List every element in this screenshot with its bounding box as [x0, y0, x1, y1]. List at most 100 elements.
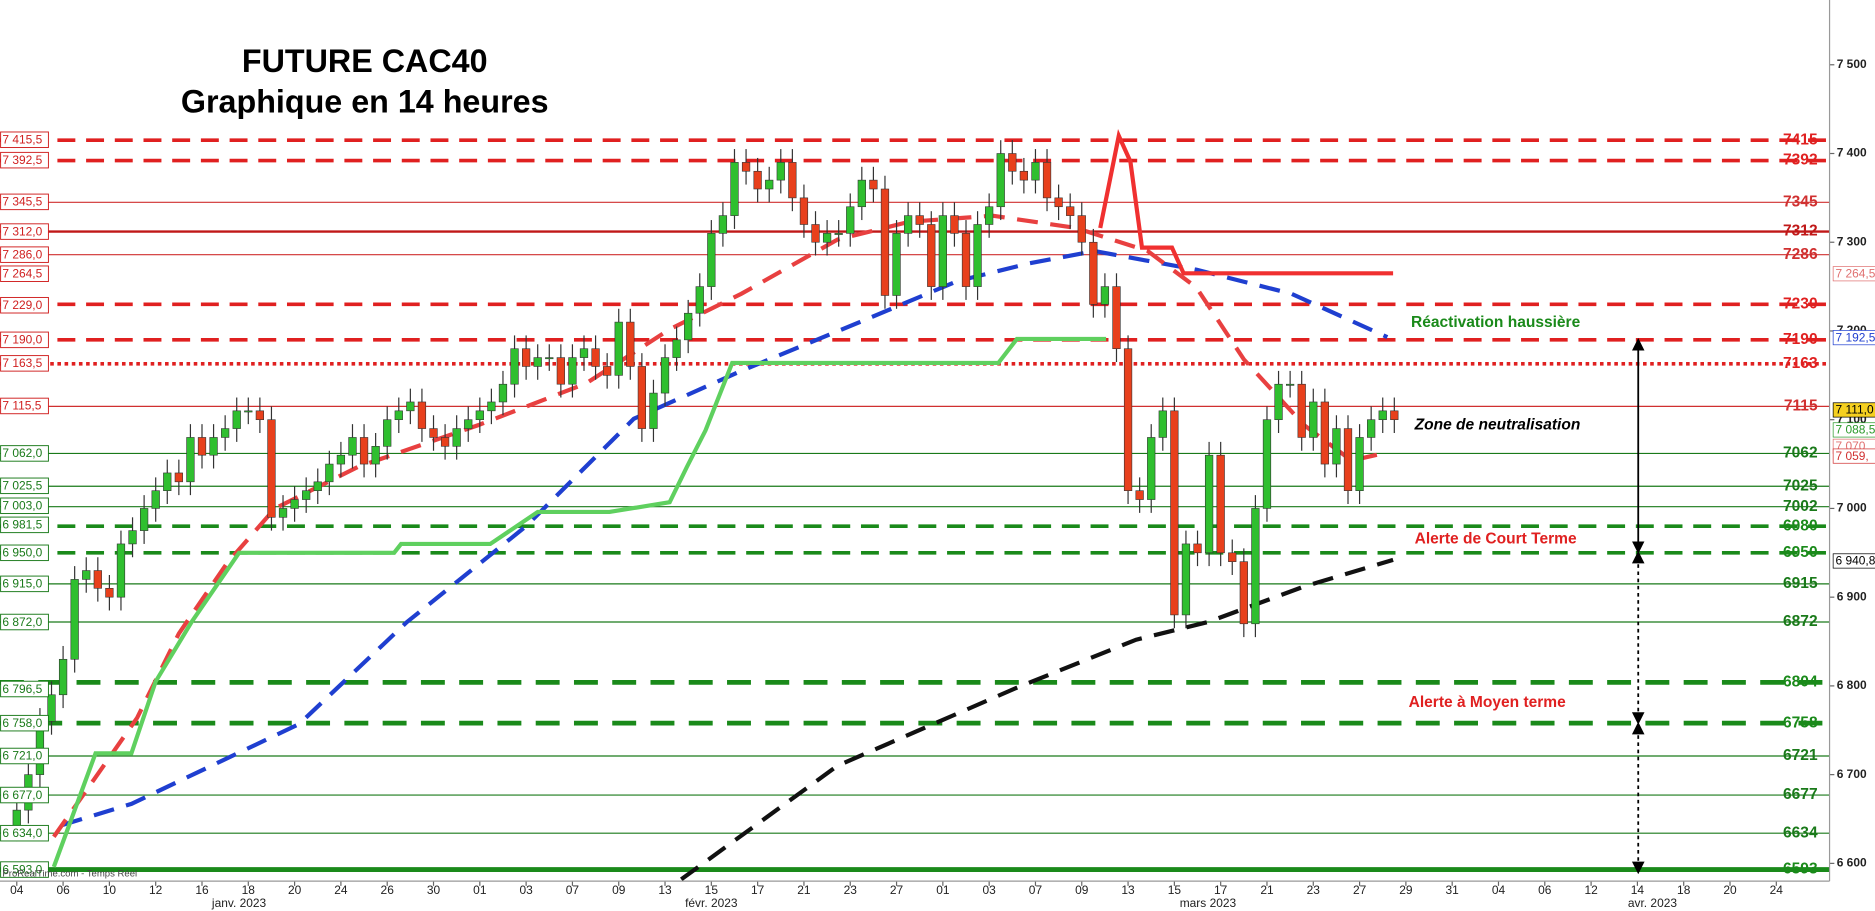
candle-body: [776, 162, 785, 181]
candle-body: [232, 410, 241, 429]
x-tick-label: 03: [519, 883, 533, 897]
candle-body: [105, 587, 114, 598]
x-tick-label: 07: [566, 883, 580, 897]
indicator-line: [52, 213, 1388, 838]
level-label: 7163: [1783, 355, 1818, 372]
candle-body: [1332, 428, 1341, 465]
left-level-box: [0, 477, 49, 495]
candle-body: [278, 508, 288, 518]
level-label: 6677: [1783, 786, 1818, 803]
y-tick-label: 7 500: [1837, 57, 1867, 71]
candle-body: [255, 410, 265, 421]
candle-body: [1181, 543, 1191, 616]
left-level-label: 7 264,5: [2, 266, 42, 280]
candle-body: [579, 348, 589, 358]
x-tick-label: 12: [1584, 883, 1598, 897]
level-label: 7392: [1783, 152, 1818, 169]
level-label: 6804: [1783, 673, 1818, 690]
candle-body: [603, 366, 612, 376]
candle-body: [1297, 383, 1306, 438]
candle-body: [128, 530, 137, 545]
candle-body: [938, 215, 947, 287]
candle-body: [1112, 286, 1121, 350]
level-label: 6950: [1783, 544, 1818, 561]
level-label: 6593: [1783, 861, 1818, 878]
x-tick-label: 14: [1631, 883, 1645, 897]
left-level-label: 7 415,5: [2, 133, 42, 147]
left-level-label: 6 950,0: [2, 546, 42, 560]
x-tick-label: 21: [797, 883, 811, 897]
candle-body: [707, 233, 716, 287]
y-tick-label: 6 600: [1837, 856, 1867, 870]
candle-body: [186, 437, 195, 483]
candle-body: [510, 348, 519, 385]
left-level-box: [0, 445, 49, 462]
candle-body: [834, 233, 843, 235]
level-label: 6721: [1783, 747, 1818, 764]
candle-body: [1158, 410, 1167, 438]
left-level-label: 7 286,0: [2, 247, 42, 261]
left-level-label: 7 003,0: [2, 499, 42, 513]
candle-body: [1066, 206, 1075, 216]
left-level-box: [0, 786, 49, 804]
x-tick-label: 13: [1121, 883, 1135, 897]
left-level-label: 6 872,0: [2, 615, 42, 629]
candle-body: [163, 472, 172, 491]
candle-body: [869, 179, 878, 190]
left-level-label: 6 721,0: [2, 749, 42, 763]
left-level-box: [0, 714, 49, 732]
candle-body: [1378, 410, 1387, 421]
level-label: 7286: [1783, 246, 1818, 263]
candle-body: [903, 215, 913, 234]
candle-body: [1019, 170, 1029, 181]
left-level-label: 6 634,0: [2, 826, 42, 840]
candle-body: [880, 188, 890, 296]
left-level-box: [0, 544, 49, 562]
candle-body: [1147, 437, 1156, 500]
x-tick-label: 12: [149, 883, 163, 897]
candle-body: [973, 224, 982, 287]
candle-body: [267, 419, 276, 518]
candle-body: [626, 321, 635, 367]
candle-body: [313, 481, 322, 491]
candle-body: [857, 179, 866, 208]
candle-body: [649, 392, 658, 429]
price-tag-label: 7 111,0: [1836, 403, 1874, 417]
x-tick-label: 27: [890, 883, 904, 897]
left-level-box: [0, 355, 49, 372]
left-level-box: [0, 516, 49, 534]
candle-body: [1390, 410, 1399, 421]
candle-body: [556, 357, 565, 385]
month-label: févr. 2023: [685, 896, 738, 910]
left-level-box: [0, 497, 49, 515]
price-tag-label: 7 088,5: [1836, 423, 1875, 437]
y-tick-label: 7 400: [1837, 146, 1867, 160]
left-level-label: 6 593,0: [2, 862, 42, 876]
annotation: Alerte à Moyen terme: [1409, 694, 1566, 711]
candle-body: [730, 162, 739, 216]
candle-body: [1054, 197, 1063, 208]
candle-body: [753, 170, 762, 190]
left-level-box: [0, 747, 49, 765]
left-level-box: [0, 246, 49, 263]
x-tick-label: 09: [1075, 883, 1089, 897]
x-tick-label: 24: [334, 883, 348, 897]
candle-body: [1274, 383, 1283, 421]
candle-body: [950, 215, 959, 234]
candle-body: [1193, 543, 1202, 554]
level-label: 7190: [1783, 331, 1818, 348]
candle-body: [209, 437, 218, 456]
x-tick-label: 24: [1770, 883, 1784, 897]
left-level-label: 7 229,0: [2, 298, 42, 312]
candle-body: [1367, 419, 1376, 438]
level-label: 7025: [1783, 477, 1818, 494]
left-level-box: [0, 151, 49, 169]
candle-body: [290, 499, 299, 509]
x-tick-label: 23: [844, 883, 858, 897]
annotation: Zone de neutralisation: [1414, 417, 1581, 434]
x-tick-label: 10: [103, 883, 117, 897]
candle-body: [58, 658, 68, 696]
indicator-line: [1098, 129, 1394, 276]
x-tick-label: 13: [658, 883, 672, 897]
